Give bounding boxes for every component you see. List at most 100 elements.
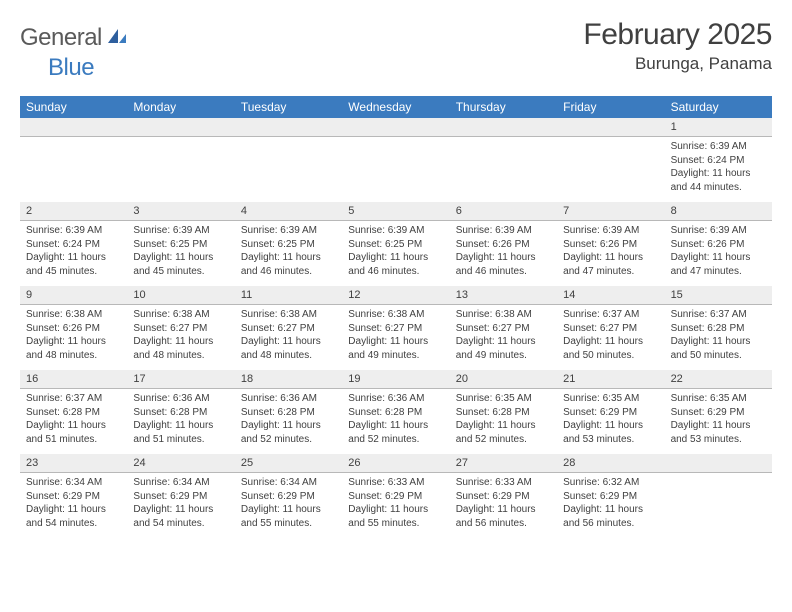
day-content-row: Sunrise: 6:34 AMSunset: 6:29 PMDaylight:… — [20, 473, 772, 538]
sunset-text: Sunset: 6:25 PM — [241, 238, 336, 252]
day-detail: Sunrise: 6:34 AMSunset: 6:29 PMDaylight:… — [127, 473, 234, 538]
daylight-text: Daylight: 11 hours and 44 minutes. — [671, 167, 766, 194]
day-number: 18 — [235, 370, 342, 388]
day-content-row: Sunrise: 6:37 AMSunset: 6:28 PMDaylight:… — [20, 389, 772, 454]
location-text: Burunga, Panama — [583, 54, 772, 74]
sunset-text: Sunset: 6:27 PM — [563, 322, 658, 336]
day-detail: Sunrise: 6:37 AMSunset: 6:28 PMDaylight:… — [20, 389, 127, 454]
daylight-text: Daylight: 11 hours and 56 minutes. — [456, 503, 551, 530]
sunset-text: Sunset: 6:29 PM — [456, 490, 551, 504]
brand-text-1: General — [20, 24, 102, 52]
day-detail: Sunrise: 6:39 AMSunset: 6:26 PMDaylight:… — [665, 221, 772, 286]
daylight-text: Daylight: 11 hours and 53 minutes. — [671, 419, 766, 446]
day-number: 23 — [20, 454, 127, 472]
sunrise-text: Sunrise: 6:38 AM — [348, 308, 443, 322]
sunrise-text: Sunrise: 6:34 AM — [241, 476, 336, 490]
brand-text-2: Blue — [48, 54, 94, 81]
title-block: February 2025 Burunga, Panama — [583, 18, 772, 74]
day-number: 13 — [450, 286, 557, 304]
daylight-text: Daylight: 11 hours and 46 minutes. — [456, 251, 551, 278]
day-detail: Sunrise: 6:39 AMSunset: 6:25 PMDaylight:… — [342, 221, 449, 286]
daylight-text: Daylight: 11 hours and 48 minutes. — [26, 335, 121, 362]
sunset-text: Sunset: 6:28 PM — [241, 406, 336, 420]
day-detail: Sunrise: 6:35 AMSunset: 6:28 PMDaylight:… — [450, 389, 557, 454]
month-title: February 2025 — [583, 18, 772, 52]
day-number: 22 — [665, 370, 772, 388]
sunset-text: Sunset: 6:29 PM — [563, 406, 658, 420]
day-content-row: Sunrise: 6:39 AMSunset: 6:24 PMDaylight:… — [20, 137, 772, 202]
day-number: 7 — [557, 202, 664, 220]
day-number — [127, 118, 234, 136]
day-number: 2 — [20, 202, 127, 220]
weekday-header: Saturday — [665, 96, 772, 118]
sunrise-text: Sunrise: 6:37 AM — [563, 308, 658, 322]
day-number: 24 — [127, 454, 234, 472]
daylight-text: Daylight: 11 hours and 55 minutes. — [348, 503, 443, 530]
sunrise-text: Sunrise: 6:37 AM — [26, 392, 121, 406]
sunset-text: Sunset: 6:25 PM — [348, 238, 443, 252]
day-number-row: 1 — [20, 118, 772, 137]
day-number — [450, 118, 557, 136]
day-number: 5 — [342, 202, 449, 220]
sunrise-text: Sunrise: 6:36 AM — [348, 392, 443, 406]
sunrise-text: Sunrise: 6:39 AM — [671, 224, 766, 238]
day-number: 15 — [665, 286, 772, 304]
sunset-text: Sunset: 6:25 PM — [133, 238, 228, 252]
day-detail: Sunrise: 6:39 AMSunset: 6:26 PMDaylight:… — [557, 221, 664, 286]
day-number: 21 — [557, 370, 664, 388]
daylight-text: Daylight: 11 hours and 55 minutes. — [241, 503, 336, 530]
day-number-row: 16171819202122 — [20, 370, 772, 389]
daylight-text: Daylight: 11 hours and 48 minutes. — [133, 335, 228, 362]
sunset-text: Sunset: 6:26 PM — [456, 238, 551, 252]
logo-sail-icon — [106, 27, 128, 50]
daylight-text: Daylight: 11 hours and 45 minutes. — [133, 251, 228, 278]
day-detail: Sunrise: 6:38 AMSunset: 6:27 PMDaylight:… — [342, 305, 449, 370]
daylight-text: Daylight: 11 hours and 48 minutes. — [241, 335, 336, 362]
day-detail: Sunrise: 6:34 AMSunset: 6:29 PMDaylight:… — [235, 473, 342, 538]
sunrise-text: Sunrise: 6:39 AM — [241, 224, 336, 238]
day-detail: Sunrise: 6:35 AMSunset: 6:29 PMDaylight:… — [665, 389, 772, 454]
daylight-text: Daylight: 11 hours and 49 minutes. — [456, 335, 551, 362]
day-number: 1 — [665, 118, 772, 136]
daylight-text: Daylight: 11 hours and 46 minutes. — [241, 251, 336, 278]
sunset-text: Sunset: 6:29 PM — [563, 490, 658, 504]
day-number — [665, 454, 772, 472]
calendar-grid: Sunday Monday Tuesday Wednesday Thursday… — [20, 96, 772, 538]
weekday-header: Friday — [557, 96, 664, 118]
brand-logo: General — [20, 18, 110, 52]
day-content-row: Sunrise: 6:38 AMSunset: 6:26 PMDaylight:… — [20, 305, 772, 370]
sunrise-text: Sunrise: 6:34 AM — [133, 476, 228, 490]
sunset-text: Sunset: 6:26 PM — [26, 322, 121, 336]
weekday-header: Tuesday — [235, 96, 342, 118]
sunrise-text: Sunrise: 6:38 AM — [133, 308, 228, 322]
day-detail — [20, 137, 127, 202]
day-detail — [450, 137, 557, 202]
sunrise-text: Sunrise: 6:32 AM — [563, 476, 658, 490]
day-detail: Sunrise: 6:38 AMSunset: 6:27 PMDaylight:… — [450, 305, 557, 370]
day-detail: Sunrise: 6:39 AMSunset: 6:24 PMDaylight:… — [665, 137, 772, 202]
sunset-text: Sunset: 6:28 PM — [456, 406, 551, 420]
day-detail: Sunrise: 6:36 AMSunset: 6:28 PMDaylight:… — [235, 389, 342, 454]
day-detail: Sunrise: 6:38 AMSunset: 6:26 PMDaylight:… — [20, 305, 127, 370]
sunrise-text: Sunrise: 6:39 AM — [348, 224, 443, 238]
day-number: 16 — [20, 370, 127, 388]
sunset-text: Sunset: 6:27 PM — [348, 322, 443, 336]
day-detail: Sunrise: 6:36 AMSunset: 6:28 PMDaylight:… — [342, 389, 449, 454]
sunset-text: Sunset: 6:26 PM — [563, 238, 658, 252]
daylight-text: Daylight: 11 hours and 52 minutes. — [241, 419, 336, 446]
sunrise-text: Sunrise: 6:35 AM — [563, 392, 658, 406]
sunset-text: Sunset: 6:27 PM — [133, 322, 228, 336]
day-number: 27 — [450, 454, 557, 472]
sunrise-text: Sunrise: 6:38 AM — [456, 308, 551, 322]
day-detail: Sunrise: 6:34 AMSunset: 6:29 PMDaylight:… — [20, 473, 127, 538]
day-detail: Sunrise: 6:33 AMSunset: 6:29 PMDaylight:… — [342, 473, 449, 538]
day-number: 11 — [235, 286, 342, 304]
day-number — [235, 118, 342, 136]
day-number — [342, 118, 449, 136]
day-detail: Sunrise: 6:33 AMSunset: 6:29 PMDaylight:… — [450, 473, 557, 538]
weekday-header-row: Sunday Monday Tuesday Wednesday Thursday… — [20, 96, 772, 118]
day-detail: Sunrise: 6:32 AMSunset: 6:29 PMDaylight:… — [557, 473, 664, 538]
sunset-text: Sunset: 6:26 PM — [671, 238, 766, 252]
day-number — [20, 118, 127, 136]
sunset-text: Sunset: 6:29 PM — [26, 490, 121, 504]
